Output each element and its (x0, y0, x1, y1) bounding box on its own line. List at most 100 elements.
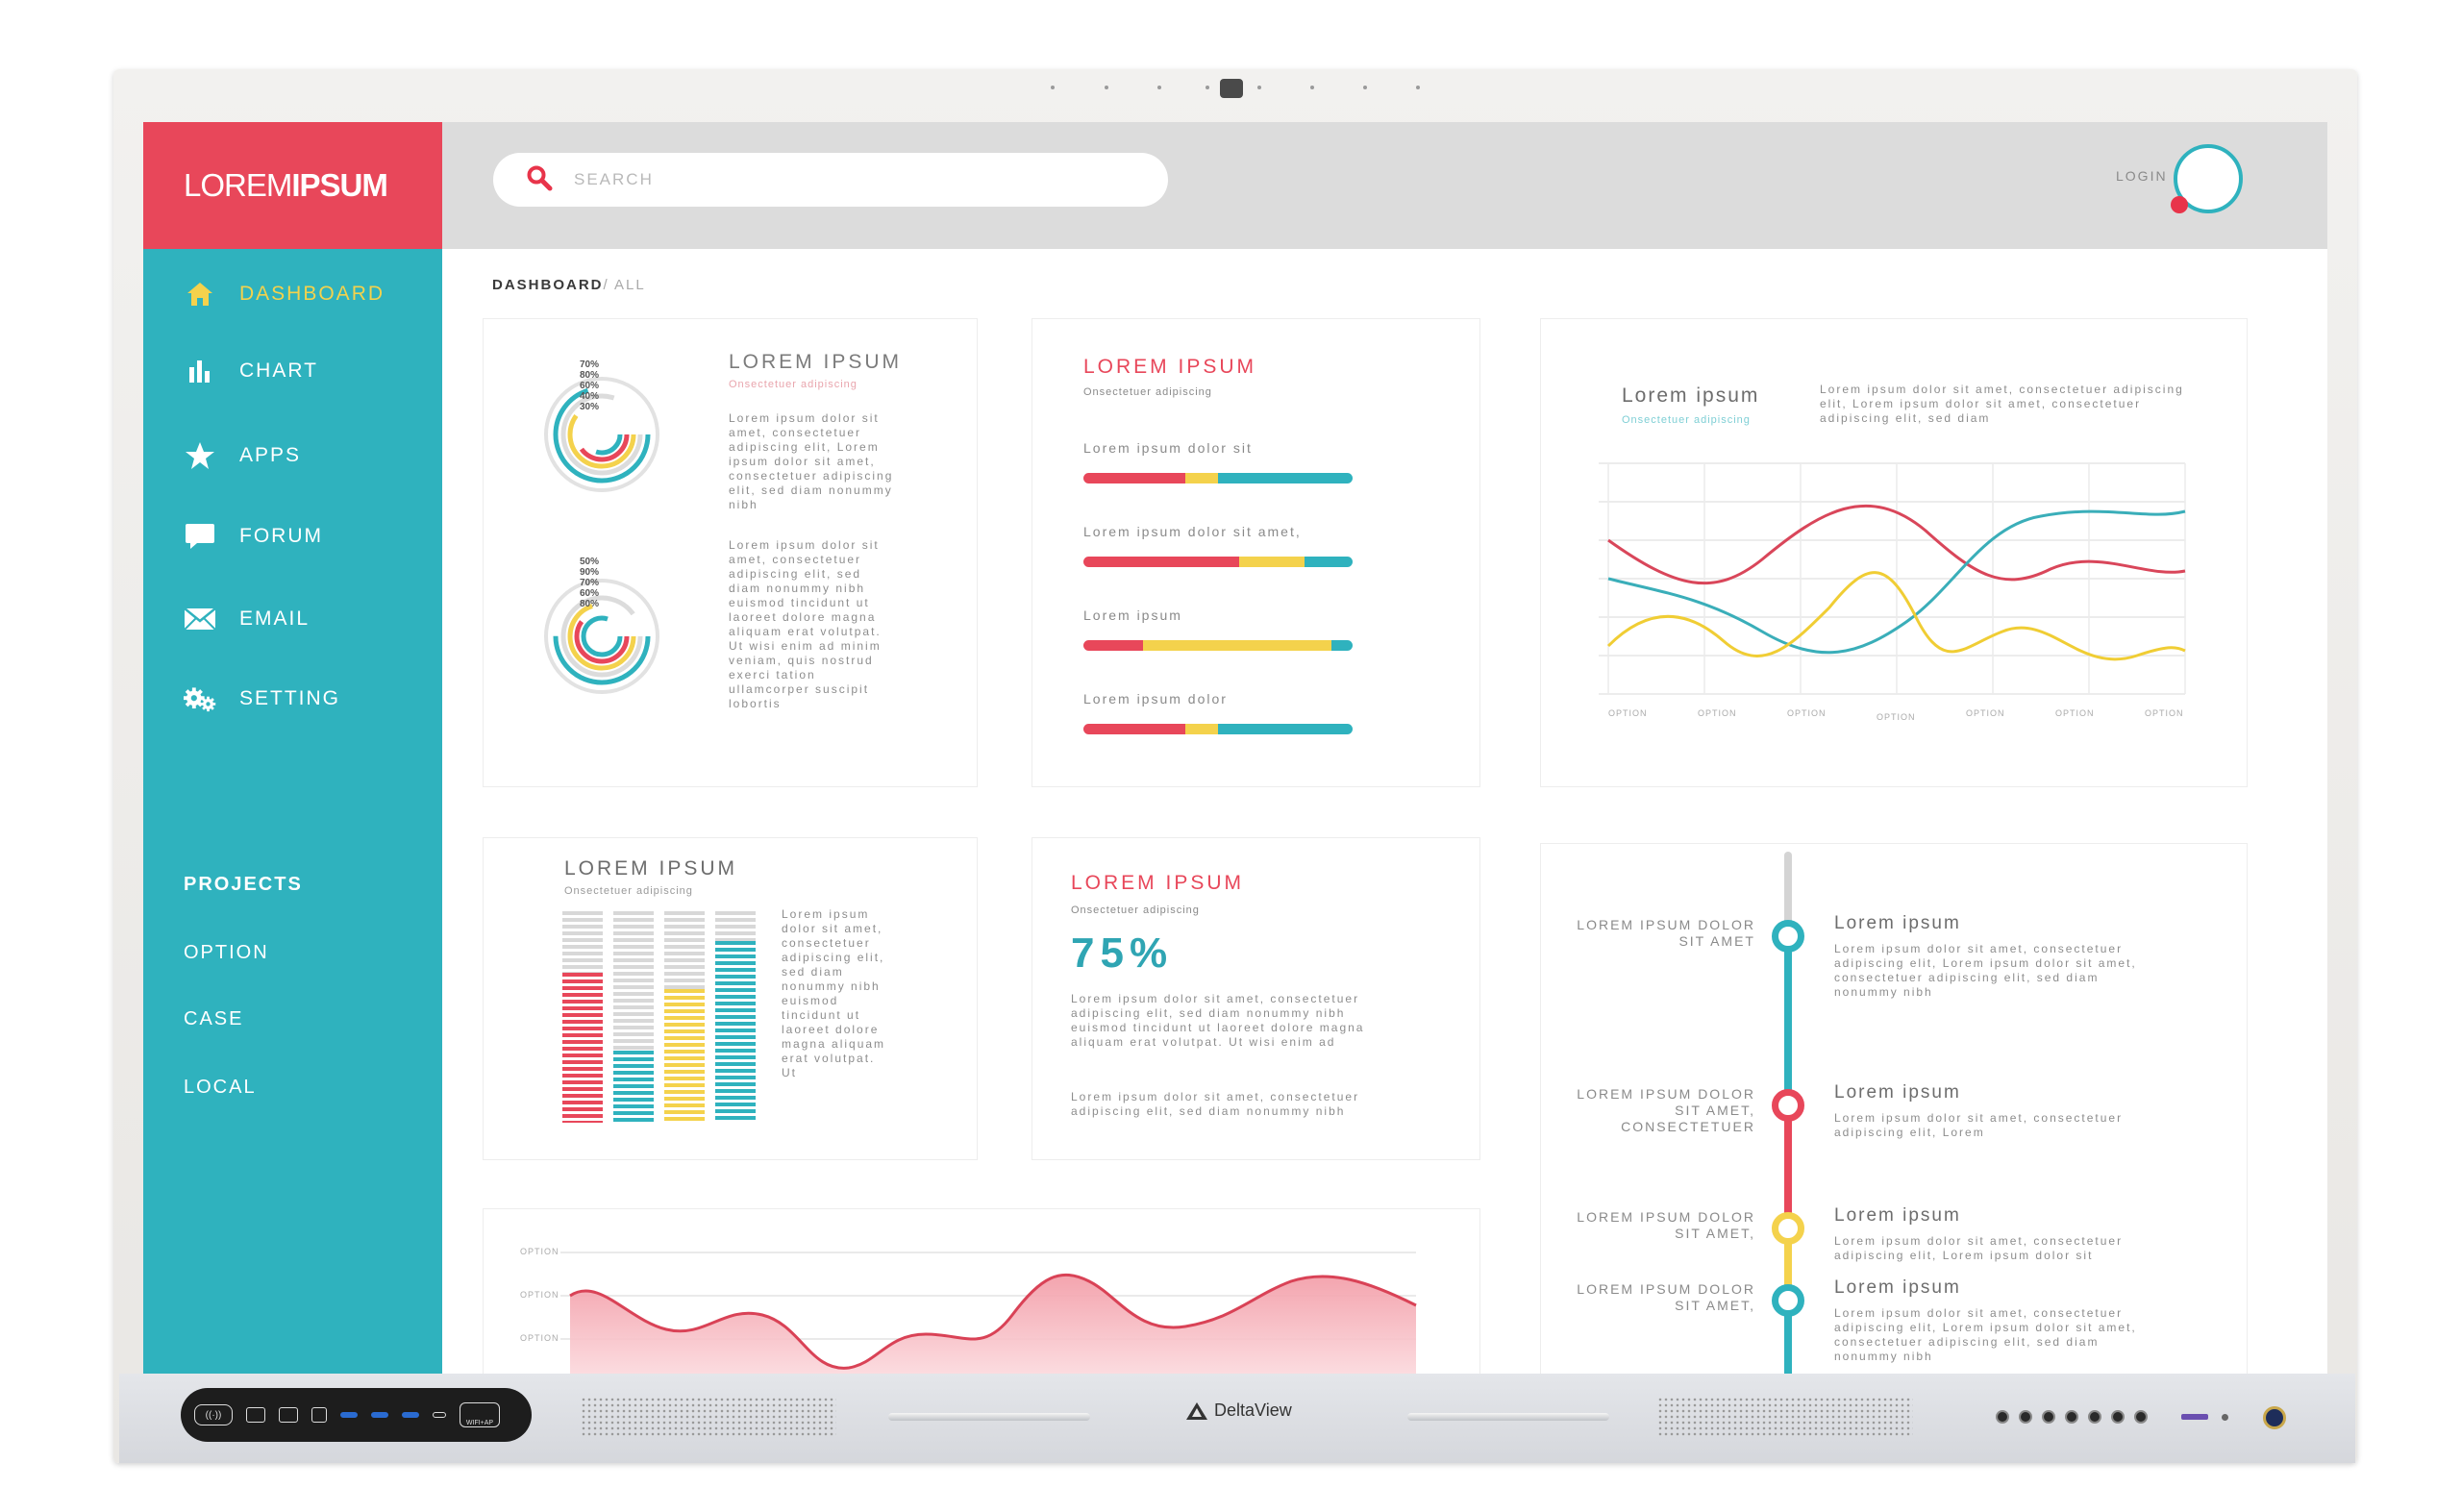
y-tick-label: OPTION (520, 1290, 559, 1300)
ring-arc (553, 587, 651, 685)
timeline-left-label: LOREM IPSUM DOLOR SIT AMET, CONSECTETUER (1577, 1086, 1755, 1134)
ring-arc (560, 595, 643, 678)
breadcrumb: DASHBOARD/ ALL (492, 277, 646, 293)
vertical-bar-fill (613, 1051, 654, 1123)
bar-segment-teal (1304, 557, 1353, 567)
card-bars: LOREM IPSUM Onsectetuer adipiscing Lorem… (1032, 318, 1480, 787)
bar-segment-yellow (1185, 473, 1218, 483)
sensor-dot (1051, 86, 1055, 89)
sidebar-item-label: EMAIL (239, 607, 311, 630)
brand-logo: DeltaView (1185, 1400, 1292, 1421)
ring-chart (544, 377, 659, 694)
camera-icon (1220, 79, 1243, 98)
card-subtitle: Onsectetuer adipiscing (564, 885, 693, 897)
bar-segment-red (1083, 724, 1186, 734)
area-chart (560, 1252, 1417, 1374)
timeline-node[interactable] (1772, 920, 1804, 953)
timeline-left-label: LOREM IPSUM DOLOR SIT AMET (1577, 917, 1755, 949)
card-subtitle: Onsectetuer adipiscing (1071, 905, 1200, 916)
usb-port (433, 1412, 446, 1418)
sidebar-item-label: APPS (239, 444, 302, 466)
envelope-icon (184, 603, 216, 635)
search-input[interactable]: SEARCH (493, 153, 1168, 207)
ring-label: 60% (580, 381, 600, 391)
stylus-pen[interactable] (888, 1413, 1090, 1421)
x-tick-label: OPTION (1608, 708, 1648, 718)
sidebar-item-forum[interactable]: FORUM (184, 520, 323, 553)
timeline-node[interactable] (1772, 1089, 1804, 1122)
bar-label: Lorem ipsum dolor (1083, 691, 1228, 706)
area-line (569, 1273, 1417, 1370)
sidebar-item-label: FORUM (239, 525, 323, 547)
logo-bold-text: IPSUM (291, 167, 388, 203)
x-tick-label: OPTION (1698, 708, 1737, 718)
line-series-red (1607, 504, 2186, 585)
timeline-title: Lorem ipsum (1834, 1205, 1961, 1226)
control-button[interactable] (2088, 1410, 2101, 1424)
hdmi-port (311, 1407, 327, 1423)
speaker-grille (1657, 1397, 1913, 1437)
star-icon (184, 439, 216, 472)
ring-arc (567, 400, 636, 469)
sidebar-item-setting[interactable]: SETTING (184, 682, 340, 715)
ring-label: 70% (580, 578, 600, 588)
card-line-chart: Lorem ipsum Onsectetuer adipiscing Lorem… (1540, 318, 2248, 787)
project-item-local[interactable]: LOCAL (184, 1077, 257, 1098)
ring-arc (574, 608, 630, 664)
login-link[interactable]: LOGIN (2116, 168, 2168, 184)
front-ports: ((·)) WIFI+AP (181, 1388, 532, 1442)
bar-segment-teal (1217, 473, 1353, 483)
breadcrumb-current[interactable]: DASHBOARD (492, 277, 604, 293)
ring-label: 60% (580, 588, 600, 599)
speaker-grille (581, 1397, 836, 1437)
breadcrumb-section[interactable]: / ALL (603, 277, 646, 293)
vertical-bar-fill (715, 940, 756, 1123)
status-led (2181, 1414, 2208, 1420)
ring-label: 50% (580, 557, 600, 567)
app-logo[interactable]: LOREM IPSUM (143, 122, 442, 249)
sidebar-item-chart[interactable]: CHART (184, 355, 318, 387)
sensor-dot (1310, 86, 1314, 89)
card-paragraph: Lorem ipsum dolor sit amet, consectetuer… (729, 411, 894, 511)
ring-arc (581, 413, 623, 456)
power-button[interactable] (2263, 1406, 2286, 1429)
bottom-bezel: ((·)) WIFI+AP DeltaView (119, 1374, 2355, 1463)
timeline-node[interactable] (1772, 1212, 1804, 1245)
bar-segment-red (1083, 557, 1240, 567)
stylus-pen[interactable] (1407, 1413, 1609, 1421)
bar-segment-yellow (1142, 640, 1331, 651)
sensor-dot (1363, 86, 1367, 89)
sensor-dot (1416, 86, 1420, 89)
timeline-segment (1784, 1301, 1792, 1374)
control-button[interactable] (2134, 1410, 2148, 1424)
notification-dot (2171, 196, 2188, 213)
card-title: LOREM IPSUM (564, 857, 738, 880)
card-title: LOREM IPSUM (729, 351, 903, 373)
card-paragraph: Lorem ipsum dolor sit amet, consectetuer… (1071, 992, 1365, 1049)
indicator-dot (2222, 1414, 2228, 1421)
control-button[interactable] (2019, 1410, 2032, 1424)
timeline-segment (1784, 936, 1792, 1105)
timeline-segment (1784, 1105, 1792, 1228)
sidebar-item-dashboard[interactable]: DASHBOARD (184, 278, 385, 310)
timeline-node[interactable] (1772, 1284, 1804, 1317)
usb-port (246, 1407, 265, 1423)
timeline-segment (1784, 1228, 1792, 1301)
control-button[interactable] (2065, 1410, 2078, 1424)
control-button[interactable] (2111, 1410, 2125, 1424)
card-title: Lorem ipsum (1622, 384, 1760, 407)
bar-label: Lorem ipsum dolor sit amet, (1083, 524, 1302, 539)
control-button[interactable] (1996, 1410, 2009, 1424)
bar-label: Lorem ipsum dolor sit (1083, 440, 1253, 456)
project-item-option[interactable]: OPTION (184, 942, 269, 963)
bar-segment-teal (1217, 724, 1353, 734)
usb-port (279, 1407, 298, 1423)
percent-value: 75% (1071, 930, 1174, 977)
line-series-teal (1607, 509, 2186, 655)
timeline-stem (1784, 852, 1792, 929)
sidebar-item-apps[interactable]: APPS (184, 439, 301, 472)
project-item-case[interactable]: CASE (184, 1008, 244, 1029)
control-button[interactable] (2042, 1410, 2055, 1424)
sidebar-item-email[interactable]: EMAIL (184, 603, 310, 635)
ring-arc (560, 393, 643, 476)
